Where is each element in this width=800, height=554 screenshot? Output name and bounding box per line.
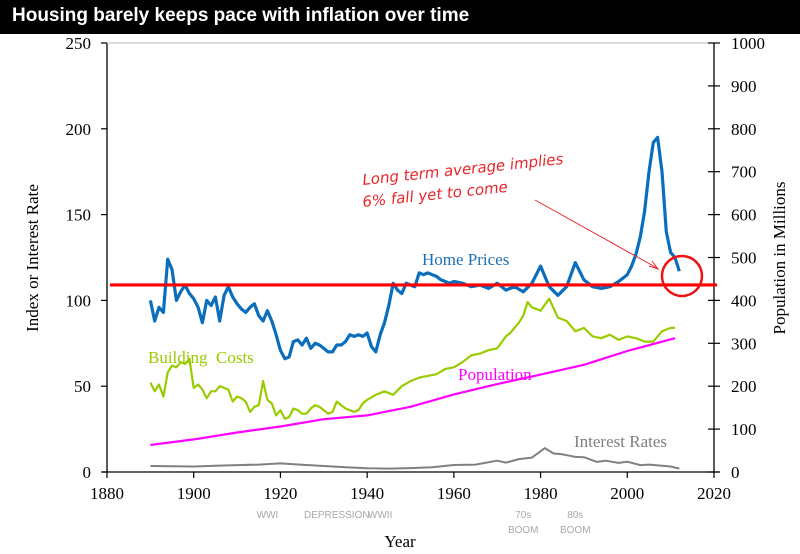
- y2-tick-label: 500: [731, 249, 757, 268]
- home-prices-line: [148, 135, 681, 361]
- era-label: DEPRESSION: [304, 510, 370, 521]
- y-axis-title: Index or Interest Rate: [23, 184, 42, 332]
- y-tick-label: 100: [66, 291, 92, 310]
- x-tick-label: 2000: [610, 484, 644, 503]
- x-tick-label: 1940: [350, 484, 384, 503]
- y2-tick-label: 200: [731, 377, 757, 396]
- y2-tick-label: 1000: [731, 34, 765, 53]
- x-tick-label: 2020: [697, 484, 731, 503]
- y2-axis-title: Population in Millions: [770, 181, 789, 334]
- interest-rates-label: Interest Rates: [574, 432, 667, 451]
- x-tick-label: 1900: [177, 484, 211, 503]
- population-label: Population: [458, 365, 532, 384]
- annotation-arrow-line: [534, 199, 658, 269]
- era-label: WWII: [368, 510, 392, 521]
- highlight-circle: [660, 254, 704, 298]
- y2-tick-label: 400: [731, 291, 757, 310]
- x-tick-label: 1920: [263, 484, 297, 503]
- y2-tick-label: 700: [731, 163, 757, 182]
- series-lines: [110, 135, 717, 470]
- era-label: BOOM: [508, 525, 539, 536]
- y2-tick-label: 300: [731, 334, 757, 353]
- population-line: [150, 337, 676, 447]
- y2-tick-label: 600: [731, 206, 757, 225]
- y-tick-label: 0: [83, 463, 92, 482]
- x-axis-title: Year: [384, 532, 416, 551]
- era-label: 70s: [515, 510, 531, 521]
- y-tick-label: 50: [74, 377, 91, 396]
- y-tick-label: 250: [66, 34, 92, 53]
- title-bar: Housing barely keeps pace with inflation…: [0, 0, 800, 34]
- y2-tick-label: 0: [731, 463, 740, 482]
- x-tick-label: 1980: [524, 484, 558, 503]
- building-costs-label: Building Costs: [148, 348, 254, 367]
- chart-labels: Year Index or Interest Rate Population i…: [23, 150, 789, 551]
- y2-tick-label: 800: [731, 120, 757, 139]
- axes: 1880 1900 1920 1940 1960 1980 2000 202005010015…: [66, 34, 766, 536]
- era-label: 80s: [567, 510, 583, 521]
- x-tick-label: 1960: [437, 484, 471, 503]
- interest-rates-line: [150, 447, 680, 470]
- y2-tick-label: 900: [731, 77, 757, 96]
- y-tick-label: 150: [66, 206, 92, 225]
- era-label: BOOM: [560, 525, 591, 536]
- chart-title: Housing barely keeps pace with inflation…: [12, 5, 470, 26]
- home-prices-label: Home Prices: [422, 250, 509, 269]
- era-label: WWI: [257, 510, 279, 521]
- y2-tick-label: 100: [731, 420, 757, 439]
- building-costs-line: [149, 297, 675, 420]
- annotation-arrow-head: [648, 260, 660, 270]
- x-tick-label: 1880: [90, 484, 124, 503]
- y-tick-label: 200: [66, 120, 92, 139]
